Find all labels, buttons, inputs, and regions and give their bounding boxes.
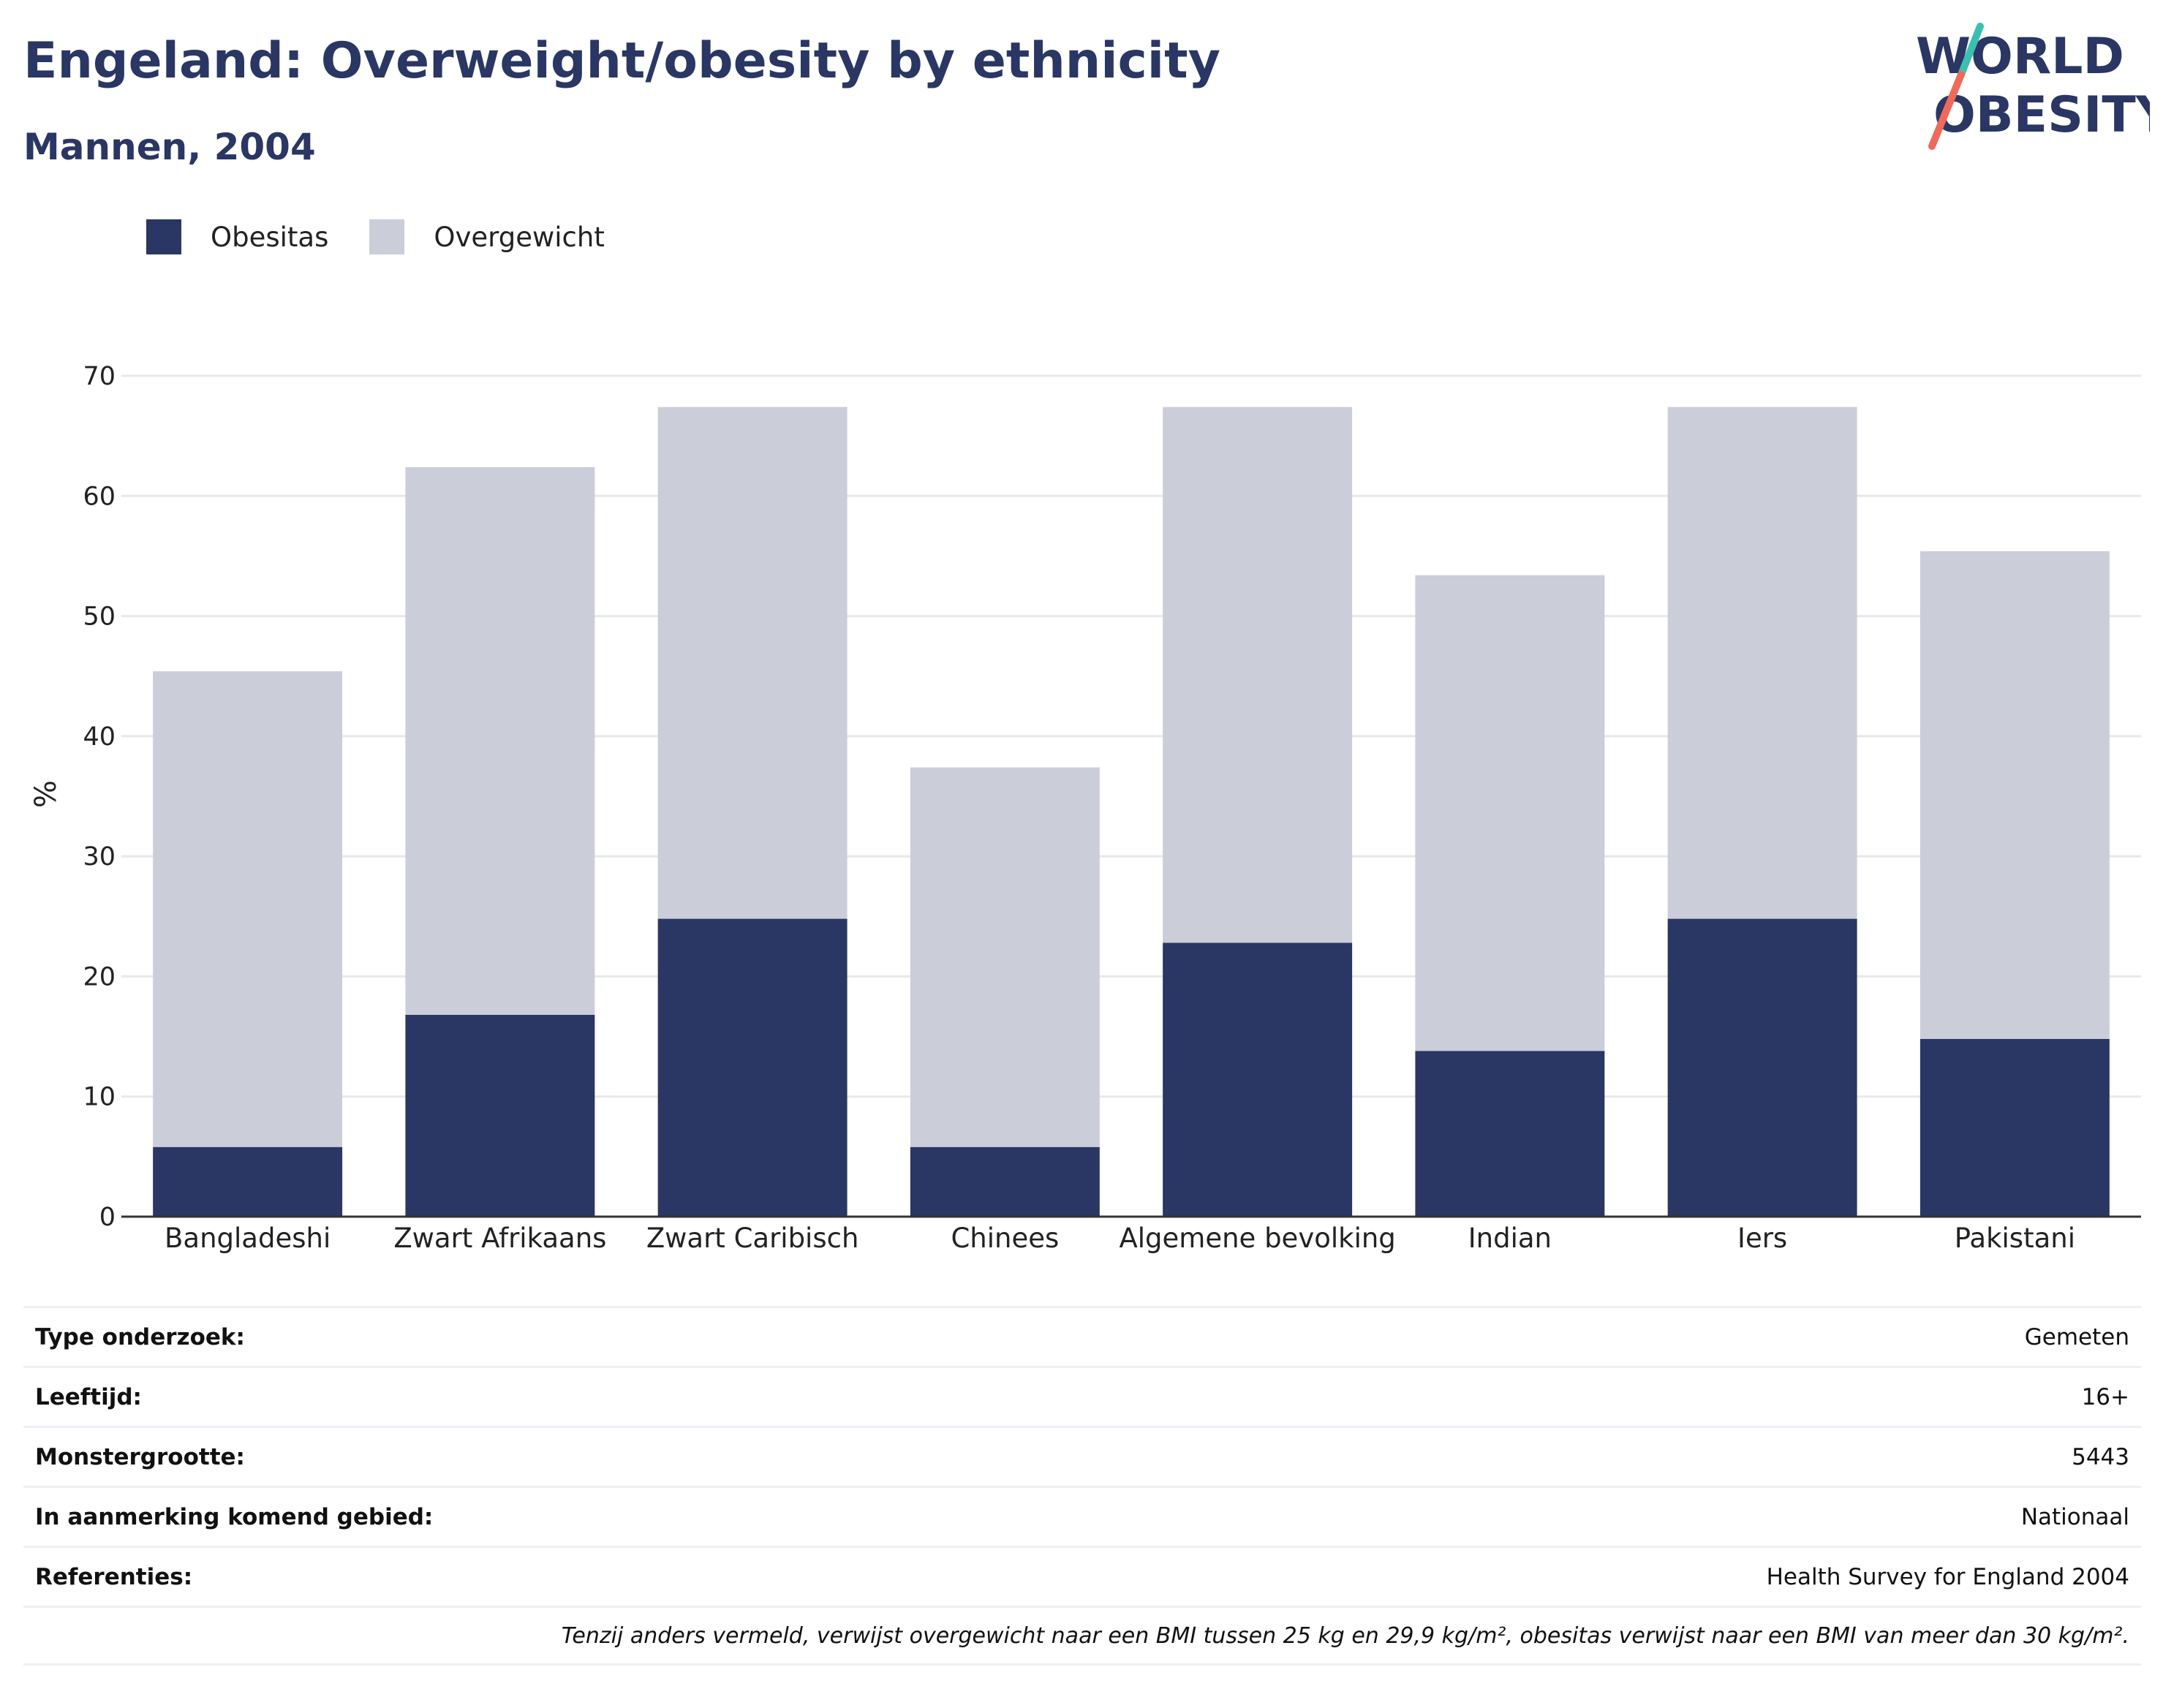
bar-obesitas[interactable] — [153, 1146, 343, 1217]
x-tick-label: Algemene bevolking — [1119, 1223, 1395, 1254]
bars — [153, 407, 2110, 1217]
bar-obesitas[interactable] — [1163, 942, 1353, 1217]
info-row-sample-size: Monstergrootte: 5443 — [23, 1426, 2141, 1486]
y-tick-label: 0 — [99, 1203, 116, 1232]
world-obesity-logo: WORLD OBESITY — [1916, 23, 2150, 150]
bar-overgewicht[interactable] — [405, 466, 595, 1015]
info-value: Nationaal — [2020, 1503, 2129, 1530]
bar-overgewicht[interactable] — [1415, 575, 1605, 1051]
y-tick-label: 10 — [83, 1083, 116, 1112]
info-row-area: In aanmerking komend gebied: Nationaal — [23, 1486, 2141, 1546]
logo-slash-coral — [1928, 71, 1965, 150]
bar-overgewicht[interactable] — [1163, 407, 1353, 943]
legend-item-overgewicht[interactable]: Overgewicht — [369, 219, 605, 254]
legend-label-obesitas: Obesitas — [211, 221, 329, 253]
info-table: Type onderzoek: Gemeten Leeftijd: 16+ Mo… — [23, 1306, 2141, 1666]
legend-label-overgewicht: Overgewicht — [434, 221, 605, 253]
x-tick-label: Pakistani — [1955, 1223, 2075, 1254]
info-key: Type onderzoek: — [35, 1323, 245, 1350]
y-tick-label: 20 — [83, 962, 116, 991]
y-tick-label: 40 — [83, 722, 116, 752]
y-tick-label: 70 — [83, 362, 116, 391]
bar-overgewicht[interactable] — [657, 407, 848, 919]
info-value: Health Survey for England 2004 — [1766, 1563, 2129, 1590]
y-axis-title: % — [29, 780, 63, 808]
definition-note: Tenzij anders vermeld, verwijst overgewi… — [23, 1606, 2141, 1666]
page-subtitle: Mannen, 2004 — [23, 126, 316, 168]
info-key: Monstergrootte: — [35, 1443, 245, 1470]
x-tick-label: Bangladeshi — [165, 1223, 331, 1254]
bar-obesitas[interactable] — [405, 1015, 595, 1217]
axes: 0 10 20 30 40 50 60 70 Bangladeshi Zwart Afrikaan… — [83, 362, 2141, 1254]
info-value: 16+ — [2081, 1383, 2129, 1410]
info-key: Referenties: — [35, 1563, 193, 1590]
bar-obesitas[interactable] — [1415, 1051, 1605, 1217]
x-tick-label: Indian — [1468, 1223, 1552, 1254]
bar-obesitas[interactable] — [1919, 1038, 2110, 1217]
bar-overgewicht[interactable] — [153, 671, 343, 1147]
y-tick-label: 50 — [83, 602, 116, 632]
logo-text-world: WORLD — [1916, 28, 2124, 86]
info-row-type: Type onderzoek: Gemeten — [23, 1306, 2141, 1366]
x-tick-label: Zwart Afrikaans — [393, 1223, 606, 1254]
logo-slash-teal — [1958, 23, 1984, 78]
legend-item-obesitas[interactable]: Obesitas — [146, 219, 328, 254]
bar-obesitas[interactable] — [1667, 918, 1857, 1217]
info-key: In aanmerking komend gebied: — [35, 1503, 434, 1530]
info-row-references: Referenties: Health Survey for England 2… — [23, 1546, 2141, 1606]
x-tick-label: Zwart Caribisch — [646, 1223, 859, 1254]
y-tick-label: 30 — [83, 842, 116, 872]
x-tick-label: Iers — [1737, 1223, 1787, 1254]
info-value: 5443 — [2072, 1443, 2129, 1470]
bar-obesitas[interactable] — [657, 918, 848, 1217]
bar-obesitas[interactable] — [910, 1146, 1100, 1217]
logo-text-obesity: OBESITY — [1933, 86, 2150, 144]
chart-legend: Obesitas Overgewicht — [146, 216, 646, 257]
info-row-age: Leeftijd: 16+ — [23, 1366, 2141, 1426]
bar-overgewicht[interactable] — [1667, 407, 1857, 919]
info-key: Leeftijd: — [35, 1383, 142, 1410]
bar-overgewicht[interactable] — [1919, 551, 2110, 1039]
stacked-bar-chart: 0 10 20 30 40 50 60 70 Bangladeshi Zwart Afrikaan… — [29, 362, 2141, 1254]
info-value: Gemeten — [2024, 1323, 2129, 1350]
y-tick-label: 60 — [83, 482, 116, 511]
legend-swatch-overgewicht — [369, 219, 405, 254]
bar-overgewicht[interactable] — [910, 767, 1100, 1147]
legend-swatch-obesitas — [146, 219, 181, 254]
page-title: Engeland: Overweight/obesity by ethnicit… — [23, 32, 1220, 90]
x-tick-label: Chinees — [951, 1223, 1059, 1254]
